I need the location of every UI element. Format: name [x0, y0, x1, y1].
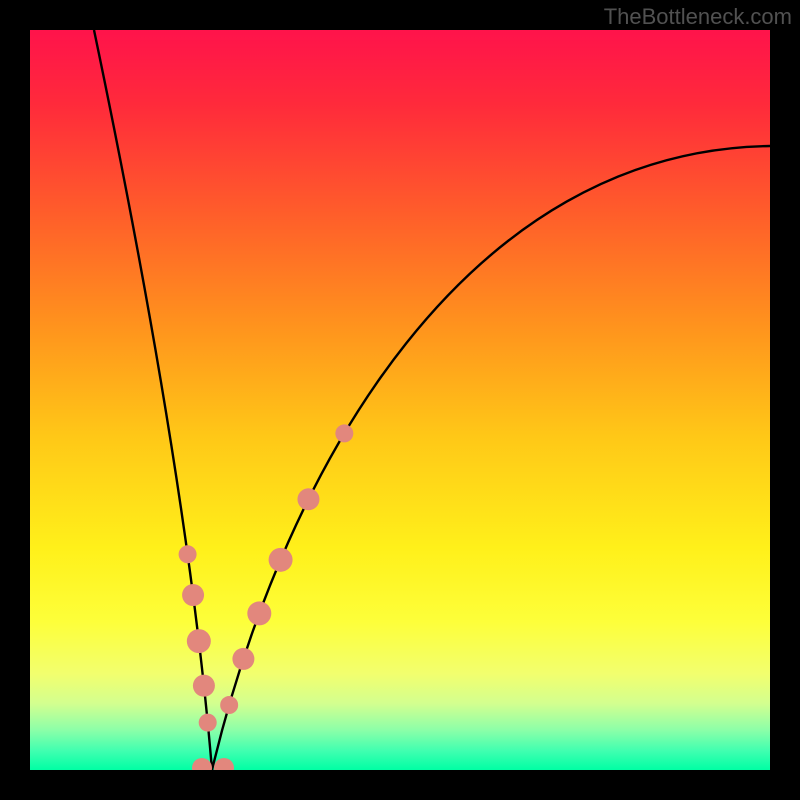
data-dot — [193, 675, 215, 697]
data-dot — [199, 714, 217, 732]
data-dot — [220, 696, 238, 714]
chart-svg — [0, 0, 800, 800]
data-dot — [187, 629, 211, 653]
data-dot — [335, 424, 353, 442]
data-dot — [232, 648, 254, 670]
data-dot — [247, 601, 271, 625]
data-dot — [269, 548, 293, 572]
data-dot — [182, 584, 204, 606]
data-dot — [179, 545, 197, 563]
watermark-text: TheBottleneck.com — [604, 4, 792, 30]
plot-background — [30, 30, 770, 770]
data-dot — [297, 488, 319, 510]
bottleneck-chart: TheBottleneck.com — [0, 0, 800, 800]
